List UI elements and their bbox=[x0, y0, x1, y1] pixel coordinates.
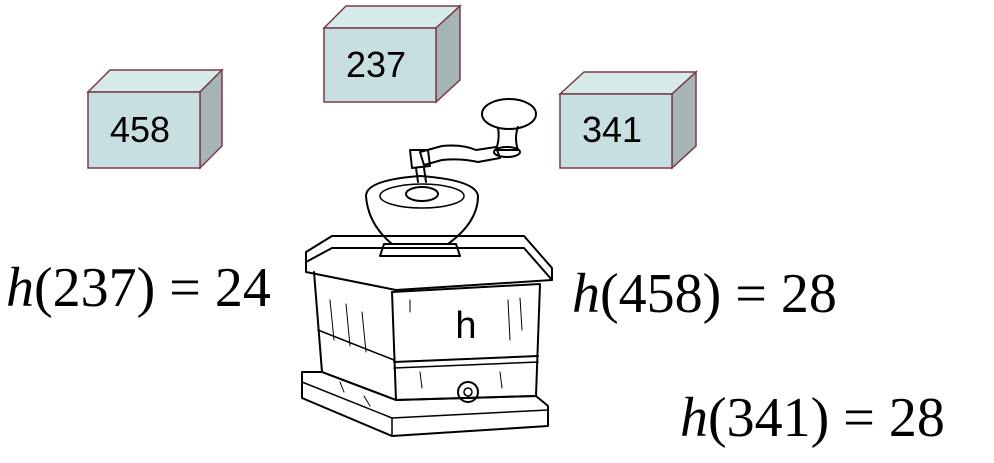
box-front-face bbox=[559, 93, 673, 169]
grinder-base bbox=[301, 371, 549, 437]
equation-result: = 24 bbox=[155, 257, 271, 319]
hopper-opening bbox=[405, 186, 439, 202]
wood-grain bbox=[329, 297, 523, 407]
drawer-top-line bbox=[393, 355, 539, 363]
crank-knob-icon bbox=[481, 98, 537, 130]
equation-arg: (237) bbox=[34, 257, 156, 319]
hash-function-label: h bbox=[455, 305, 476, 347]
equation-237: h(237) = 24 bbox=[6, 260, 271, 316]
hopper-rim bbox=[379, 183, 465, 209]
hopper-bowl-icon bbox=[365, 175, 479, 245]
spindle bbox=[415, 167, 427, 183]
grinder-lid bbox=[305, 235, 553, 281]
box-label: 458 bbox=[110, 109, 170, 150]
left-panel-line bbox=[317, 329, 395, 361]
input-box-237: 237 bbox=[322, 4, 462, 104]
box-front-face bbox=[87, 91, 201, 169]
input-box-458: 458 bbox=[86, 68, 224, 170]
grinder-body bbox=[313, 271, 397, 401]
box-front-face bbox=[323, 27, 437, 103]
box-label: 237 bbox=[346, 44, 406, 85]
crank-knob-neck bbox=[495, 126, 519, 151]
crank-knob-base bbox=[493, 146, 521, 158]
equation-fn: h bbox=[572, 263, 600, 325]
drawer-top-line-inner bbox=[393, 361, 539, 369]
equation-result: = 28 bbox=[721, 263, 837, 325]
input-box-341: 341 bbox=[558, 70, 698, 170]
equation-fn: h bbox=[680, 387, 708, 449]
coffee-grinder-icon: h bbox=[301, 98, 553, 437]
drawer-knob-center bbox=[463, 387, 473, 397]
hopper-collar bbox=[379, 243, 461, 257]
crank-arm-icon bbox=[419, 144, 501, 166]
equation-fn: h bbox=[6, 257, 34, 319]
box-label: 341 bbox=[582, 109, 642, 150]
equation-arg: (341) bbox=[708, 387, 830, 449]
equation-result: = 28 bbox=[829, 387, 945, 449]
drawer-knob-icon bbox=[457, 381, 479, 403]
equation-458: h(458) = 28 bbox=[572, 266, 837, 322]
equation-341: h(341) = 28 bbox=[680, 390, 945, 446]
crank-nut-icon bbox=[409, 149, 431, 169]
equation-arg: (458) bbox=[600, 263, 722, 325]
box-top-face bbox=[86, 69, 224, 93]
grinder-lid-front bbox=[305, 261, 553, 291]
